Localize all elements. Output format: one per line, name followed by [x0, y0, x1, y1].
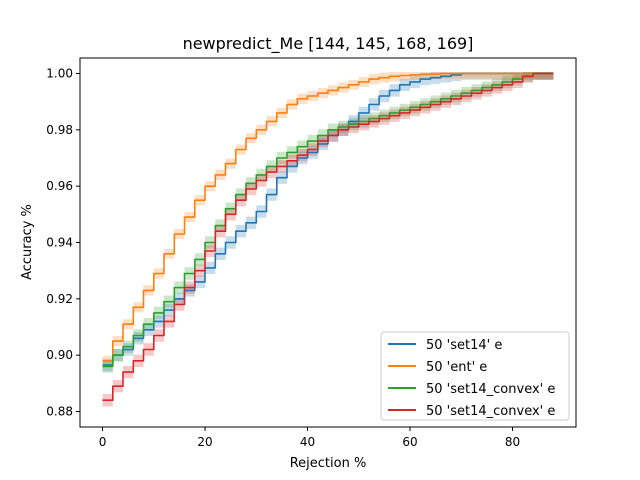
x-tick-label: 60 [402, 435, 417, 449]
y-axis-ticks: 0.88 0.90 0.92 0.94 0.96 0.98 1.00 [46, 66, 80, 419]
x-axis-ticks: 0 20 40 60 80 [99, 427, 520, 449]
x-tick-label: 20 [197, 435, 212, 449]
y-tick-label: 0.88 [46, 405, 73, 419]
y-tick-label: 1.00 [46, 66, 73, 80]
y-tick-label: 0.96 [46, 179, 73, 193]
x-tick-label: 80 [505, 435, 520, 449]
series-line-3 [102, 72, 554, 401]
series-lines [102, 72, 554, 401]
series-line-1 [102, 72, 554, 362]
x-tick-label: 40 [300, 435, 315, 449]
legend-label: 50 'set14_convex' e [426, 382, 555, 397]
y-tick-label: 0.94 [46, 236, 73, 250]
legend-label: 50 'ent' e [426, 360, 487, 375]
y-tick-label: 0.98 [46, 123, 73, 137]
legend-box [380, 331, 570, 421]
series-band-1 [102, 72, 554, 366]
y-tick-label: 0.92 [46, 292, 73, 306]
y-axis-label: Accuracy % [20, 204, 35, 280]
chart-title: newpredict_Me [144, 145, 168, 169] [183, 34, 474, 54]
legend-label: 50 'set14' e [426, 338, 502, 353]
legend: 50 'set14' e 50 'ent' e 50 'set14_convex' … [380, 331, 570, 421]
legend-label: 50 'set14_convex' e [426, 404, 555, 419]
x-axis-label: Rejection % [290, 456, 367, 471]
x-tick-label: 0 [99, 435, 107, 449]
y-tick-label: 0.90 [46, 348, 73, 362]
